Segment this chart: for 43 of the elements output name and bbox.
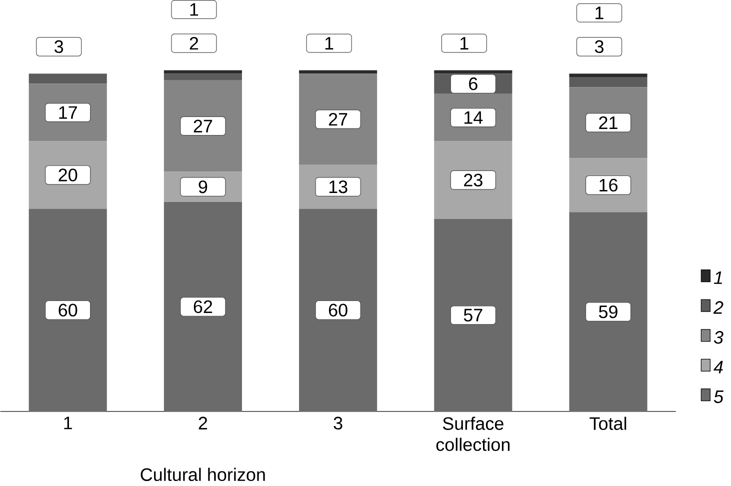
legend-label: 1 bbox=[714, 272, 722, 284]
data-label: 59 bbox=[598, 305, 618, 318]
data-label: 20 bbox=[58, 168, 78, 182]
data-label: 17 bbox=[59, 106, 77, 119]
data-label: 57 bbox=[464, 308, 482, 322]
data-label: 62 bbox=[194, 300, 212, 314]
legend-label: 2 bbox=[713, 301, 724, 314]
data-label: 23 bbox=[464, 174, 482, 186]
bar bbox=[164, 202, 242, 412]
x-tick-label: 1 bbox=[64, 416, 72, 430]
bar bbox=[28, 208, 107, 412]
data-label: 1 bbox=[190, 3, 198, 16]
legend-label: 3 bbox=[714, 331, 724, 344]
data-label: 9 bbox=[198, 180, 208, 194]
x-tick-label: 3 bbox=[334, 416, 342, 430]
data-label: 60 bbox=[328, 304, 348, 316]
data-label: 27 bbox=[194, 120, 212, 132]
data-label: 21 bbox=[599, 116, 618, 129]
bar bbox=[569, 77, 648, 88]
data-label: 27 bbox=[328, 112, 348, 126]
data-label: 1 bbox=[325, 37, 334, 50]
bar bbox=[299, 208, 378, 412]
x-tick-label: Total bbox=[590, 416, 626, 430]
legend-label: 5 bbox=[714, 390, 724, 404]
x-tick-label: 2 bbox=[198, 416, 208, 430]
data-label: 1 bbox=[596, 6, 604, 20]
bar bbox=[434, 218, 512, 412]
x-axis-title: Cultural horizon bbox=[140, 468, 265, 481]
data-label: 13 bbox=[329, 180, 348, 194]
bar bbox=[164, 74, 242, 80]
data-label: 16 bbox=[600, 178, 618, 192]
bar bbox=[28, 74, 107, 84]
bar bbox=[569, 74, 648, 78]
data-label: 3 bbox=[54, 40, 64, 53]
data-label: 14 bbox=[464, 111, 483, 124]
bar bbox=[569, 212, 648, 412]
legend-label: 4 bbox=[714, 360, 723, 374]
data-label: 6 bbox=[469, 77, 478, 90]
data-label: 2 bbox=[190, 36, 198, 50]
data-label: 3 bbox=[594, 40, 604, 53]
x-tick-label: Surface collection bbox=[436, 416, 510, 451]
data-label: 60 bbox=[58, 304, 78, 316]
data-label: 1 bbox=[460, 37, 468, 50]
